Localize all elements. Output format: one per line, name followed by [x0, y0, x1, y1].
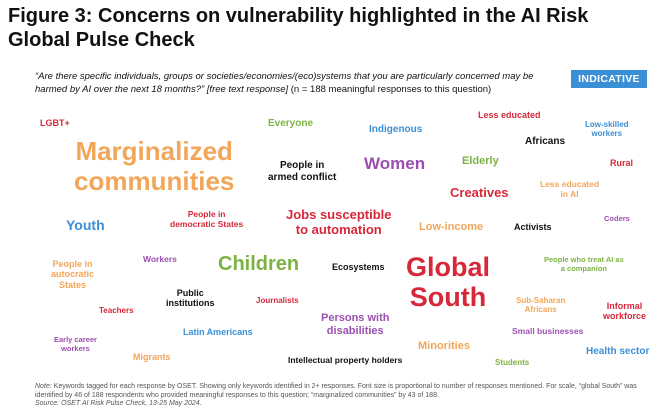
- source-line: Source: OSET AI Risk Pulse Check, 13-25 …: [35, 400, 202, 407]
- keyword: Public institutions: [166, 288, 215, 309]
- indicative-badge: INDICATIVE: [571, 70, 647, 88]
- keyword: Children: [218, 253, 300, 275]
- keyword: Activists: [514, 222, 552, 232]
- figure-title: Figure 3: Concerns on vulnerability high…: [8, 5, 589, 51]
- keyword: Teachers: [99, 306, 134, 315]
- keyword: Early career workers: [54, 335, 97, 353]
- keyword: People in autocratic States: [51, 259, 95, 290]
- keyword: Health sector: [586, 346, 650, 357]
- question-sample-size: (n = 188 meaningful responses to this qu…: [288, 84, 492, 95]
- keyword: LGBT+: [40, 118, 70, 128]
- keyword: Migrants: [133, 352, 171, 362]
- keyword: Small businesses: [512, 326, 584, 336]
- keyword: Ecosystems: [332, 262, 385, 272]
- keyword: Elderly: [462, 155, 499, 167]
- keyword: Global South: [406, 252, 491, 312]
- keyword: Students: [495, 358, 530, 367]
- keyword: Marginalized communities: [74, 136, 235, 196]
- keyword: Workers: [143, 254, 177, 264]
- keyword: Journalists: [256, 296, 299, 305]
- keyword: Low-skilled workers: [585, 120, 629, 139]
- keyword: Youth: [66, 217, 105, 233]
- keyword: Latin Americans: [183, 327, 253, 337]
- keyword: Low-income: [419, 221, 484, 233]
- footnote: Note: Keywords tagged for each response …: [35, 383, 645, 409]
- keyword: Informal workforce: [603, 301, 647, 322]
- keyword: People in democratic States: [170, 209, 244, 229]
- keyword: Minorities: [418, 340, 470, 352]
- keyword: Jobs susceptible to automation: [286, 207, 392, 237]
- keyword: Intellectual property holders: [288, 355, 403, 365]
- keyword: Women: [364, 154, 426, 173]
- question-text: “Are there specific individuals, groups …: [35, 71, 534, 95]
- keyword: Sub-Saharan Africans: [516, 296, 566, 315]
- note-label: Note:: [35, 383, 52, 390]
- survey-question: “Are there specific individuals, groups …: [35, 70, 555, 96]
- keyword: Creatives: [450, 185, 509, 200]
- note-line: Note: Keywords tagged for each response …: [35, 383, 645, 400]
- keyword: Africans: [525, 136, 566, 147]
- keyword: Indigenous: [369, 124, 423, 135]
- keyword: Less educated in AI: [540, 179, 600, 199]
- keyword: Persons with disabilities: [321, 312, 390, 337]
- keyword: Less educated: [478, 110, 541, 120]
- note-text: Keywords tagged for each response by OSE…: [35, 383, 637, 399]
- keyword: Rural: [610, 158, 634, 168]
- keyword: People who treat AI as a companion: [544, 255, 624, 273]
- keyword: Everyone: [268, 118, 314, 129]
- keyword: Coders: [604, 214, 630, 223]
- keyword: People in armed conflict: [268, 160, 337, 183]
